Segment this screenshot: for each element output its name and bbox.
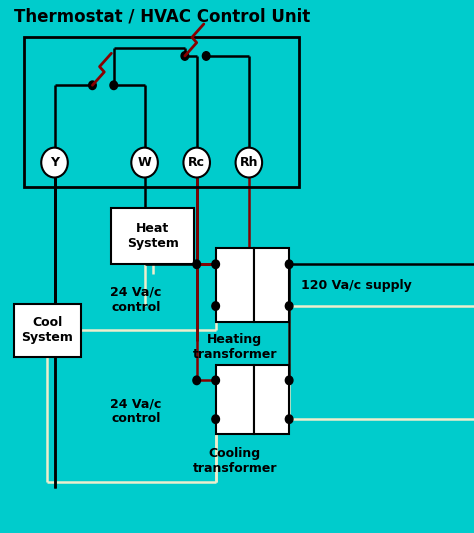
Text: 120 Va/c supply: 120 Va/c supply <box>301 279 412 292</box>
Circle shape <box>193 376 201 385</box>
Circle shape <box>183 148 210 177</box>
Circle shape <box>285 302 293 310</box>
Circle shape <box>212 415 219 423</box>
Circle shape <box>181 52 189 60</box>
Circle shape <box>285 376 293 385</box>
Circle shape <box>193 260 201 269</box>
Bar <box>216 365 254 434</box>
Bar <box>216 248 254 322</box>
Text: 24 Va/c
control: 24 Va/c control <box>110 286 161 313</box>
Circle shape <box>236 148 262 177</box>
Text: Rc: Rc <box>188 156 205 169</box>
Circle shape <box>110 81 118 90</box>
Circle shape <box>41 148 68 177</box>
Circle shape <box>212 376 219 385</box>
Circle shape <box>212 260 219 269</box>
Circle shape <box>212 302 219 310</box>
Bar <box>14 304 81 357</box>
Circle shape <box>285 415 293 423</box>
Text: Heat
System: Heat System <box>127 222 179 250</box>
Circle shape <box>285 260 293 269</box>
Text: Cool
System: Cool System <box>21 317 73 344</box>
Circle shape <box>89 81 96 90</box>
Text: Heating
transformer: Heating transformer <box>192 333 277 361</box>
Circle shape <box>202 52 210 60</box>
Circle shape <box>131 148 158 177</box>
Text: Rh: Rh <box>239 156 258 169</box>
Bar <box>254 248 289 322</box>
Bar <box>24 37 299 187</box>
Text: Cooling
transformer: Cooling transformer <box>192 447 277 475</box>
Text: Y: Y <box>50 156 59 169</box>
Text: W: W <box>137 156 152 169</box>
Text: 24 Va/c
control: 24 Va/c control <box>110 398 161 425</box>
Text: Thermostat / HVAC Control Unit: Thermostat / HVAC Control Unit <box>14 8 310 26</box>
Bar <box>111 208 194 264</box>
Bar <box>254 365 289 434</box>
